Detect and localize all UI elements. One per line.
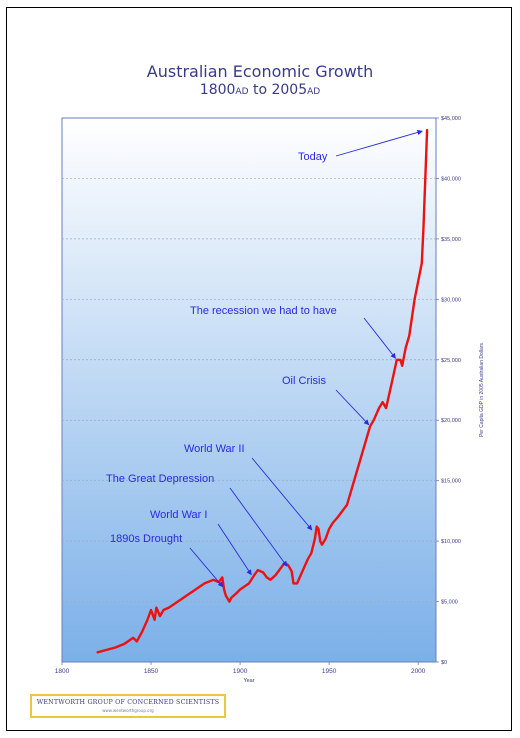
y-tick-label: $20,000 xyxy=(441,418,461,424)
logo-url: www.wentworthgroup.org xyxy=(102,708,154,713)
annotation-label: The Great Depression xyxy=(106,473,214,485)
chart-title-text: Australian Economic Growth xyxy=(146,62,374,81)
chart-title: Australian Economic Growth xyxy=(0,62,520,81)
subtitle-to: to xyxy=(252,82,268,98)
wentworth-group-logo: WENTWORTH GROUP OF CONCERNED SCIENTISTS … xyxy=(30,694,226,718)
x-tick-label: 2000 xyxy=(411,668,426,675)
annotation-label: World War II xyxy=(184,443,245,455)
annotation-arrow xyxy=(229,487,288,567)
y-tick-label: $25,000 xyxy=(441,358,461,364)
annotation-label: 1890s Drought xyxy=(110,533,182,545)
x-tick-label: 1950 xyxy=(322,668,337,675)
annotation-arrow xyxy=(363,317,396,359)
x-tick-label: 1800 xyxy=(55,668,70,675)
plot-background xyxy=(61,117,437,663)
y-tick-label: $5,000 xyxy=(441,600,458,606)
y-tick-label: $15,000 xyxy=(441,479,461,485)
subtitle-start-year: 1800 xyxy=(199,82,236,98)
annotation-label: Oil Crisis xyxy=(282,375,326,387)
y-tick-label: $10,000 xyxy=(441,539,461,545)
x-axis-label: Year xyxy=(243,678,254,684)
annotation-arrow xyxy=(335,389,370,426)
annotation-arrow xyxy=(251,457,313,531)
annotation-arrow xyxy=(189,547,224,588)
annotation-label: World War I xyxy=(150,509,207,521)
annotation-label: The recession we had to have xyxy=(190,305,337,317)
x-tick-label: 1900 xyxy=(233,668,248,675)
logo-org-name: WENTWORTH GROUP OF CONCERNED SCIENTISTS xyxy=(36,699,220,706)
subtitle-end-era: AD xyxy=(307,87,321,97)
subtitle-end-year: 2005 xyxy=(271,82,308,98)
y-tick-label: $0 xyxy=(441,660,447,666)
annotations: Today The recession we had to have Oil Cri… xyxy=(106,129,423,588)
series-layer xyxy=(96,128,429,654)
y-tick-label: $30,000 xyxy=(441,297,461,303)
x-tick-label: 1850 xyxy=(144,668,159,675)
annotation-arrow xyxy=(217,523,252,576)
subtitle-start-era: AD xyxy=(235,87,249,97)
gdp-series-line xyxy=(96,128,429,654)
y-axis-label: Per Capita GDP in 2005 Australian Dollar… xyxy=(479,343,485,437)
page-frame xyxy=(6,7,512,731)
chart-subtitle: 1800AD to 2005AD xyxy=(0,82,520,98)
y-tick-label: $40,000 xyxy=(441,176,461,182)
annotation-label: Today xyxy=(298,151,328,163)
y-tick-label: $35,000 xyxy=(441,237,461,243)
y-tick-label: $45,000 xyxy=(441,116,461,122)
annotation-arrow xyxy=(335,129,423,157)
axes: $0 $5,000 $10,000 $15,000 $20,000 $25,000 $30,… xyxy=(55,116,485,684)
